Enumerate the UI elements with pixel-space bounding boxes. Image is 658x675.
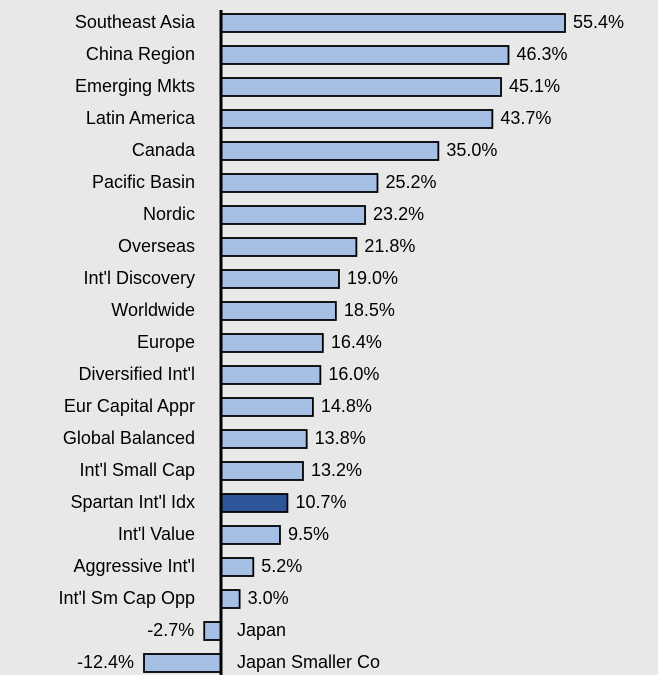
category-label: Int'l Value (118, 524, 195, 544)
bar (220, 13, 566, 33)
category-label: Overseas (118, 236, 195, 256)
category-label: China Region (86, 44, 195, 64)
value-label: 43.7% (500, 108, 551, 128)
category-label: Emerging Mkts (75, 76, 195, 96)
value-label: 19.0% (347, 268, 398, 288)
bar (220, 301, 337, 321)
category-label: Pacific Basin (92, 172, 195, 192)
value-label: 25.2% (385, 172, 436, 192)
bar (220, 45, 510, 65)
bar (220, 237, 358, 257)
bar (220, 461, 304, 481)
bar (220, 141, 440, 161)
bar (220, 205, 366, 225)
category-label: Nordic (143, 204, 195, 224)
value-label: 23.2% (373, 204, 424, 224)
category-label: Europe (137, 332, 195, 352)
value-label: 9.5% (288, 524, 329, 544)
value-label: 18.5% (344, 300, 395, 320)
value-label: 35.0% (446, 140, 497, 160)
category-label: Japan Smaller Co (237, 652, 380, 672)
bar (220, 269, 340, 289)
category-label: Canada (132, 140, 196, 160)
value-label: -12.4% (77, 652, 134, 672)
category-label: Worldwide (111, 300, 195, 320)
value-label: 16.0% (328, 364, 379, 384)
category-label: Spartan Int'l Idx (70, 492, 195, 512)
bar (220, 365, 322, 385)
value-label: 13.2% (311, 460, 362, 480)
bar (220, 173, 379, 193)
value-label: 3.0% (248, 588, 289, 608)
bar (203, 621, 222, 641)
category-label: Aggressive Int'l (73, 556, 195, 576)
bar (220, 397, 314, 417)
bar (220, 493, 289, 513)
bar (220, 429, 308, 449)
category-label: Global Balanced (63, 428, 195, 448)
category-label: Southeast Asia (75, 12, 196, 32)
category-label: Diversified Int'l (79, 364, 195, 384)
value-label: 13.8% (315, 428, 366, 448)
value-label: 10.7% (295, 492, 346, 512)
bar (220, 557, 255, 577)
bar (220, 525, 281, 545)
bar (220, 77, 502, 97)
value-label: 5.2% (261, 556, 302, 576)
category-label: Eur Capital Appr (64, 396, 195, 416)
bar (220, 333, 324, 353)
bar (220, 589, 241, 609)
category-label: Int'l Discovery (84, 268, 195, 288)
value-label: 21.8% (364, 236, 415, 256)
value-label: 16.4% (331, 332, 382, 352)
bar (143, 653, 222, 673)
category-label: Int'l Small Cap (80, 460, 195, 480)
value-label: 46.3% (516, 44, 567, 64)
value-label: 14.8% (321, 396, 372, 416)
bar (220, 109, 494, 129)
category-label: Int'l Sm Cap Opp (58, 588, 195, 608)
value-label: 55.4% (573, 12, 624, 32)
value-label: -2.7% (147, 620, 194, 640)
value-label: 45.1% (509, 76, 560, 96)
category-label: Japan (237, 620, 286, 640)
category-label: Latin America (86, 108, 196, 128)
